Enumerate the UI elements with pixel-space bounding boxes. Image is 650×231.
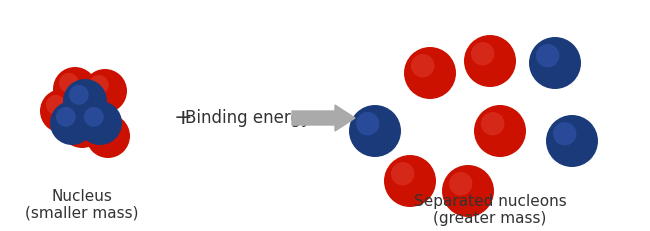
Circle shape [474,105,526,157]
Text: Separated nucleons
(greater mass): Separated nucleons (greater mass) [413,194,566,226]
Circle shape [536,44,560,67]
Circle shape [92,120,112,140]
Circle shape [449,172,473,195]
Text: +: + [174,108,192,128]
Circle shape [471,42,495,65]
Circle shape [529,37,581,89]
Circle shape [83,69,127,113]
Circle shape [349,105,401,157]
Circle shape [84,107,104,127]
Circle shape [481,112,504,135]
Circle shape [356,112,380,135]
Circle shape [40,89,84,133]
Circle shape [89,75,109,95]
Circle shape [46,95,66,115]
Circle shape [50,101,94,145]
Circle shape [86,114,130,158]
Circle shape [73,89,117,133]
Circle shape [442,165,494,217]
Circle shape [69,85,89,105]
Circle shape [384,155,436,207]
Circle shape [79,95,99,115]
Text: Binding energy: Binding energy [185,109,311,127]
Circle shape [546,115,598,167]
Circle shape [60,104,104,148]
Text: Nucleus
(smaller mass): Nucleus (smaller mass) [25,188,138,221]
Circle shape [63,79,107,123]
Circle shape [59,73,79,93]
Circle shape [464,35,516,87]
FancyArrow shape [292,105,355,131]
Circle shape [56,107,76,127]
Circle shape [553,122,577,146]
Circle shape [404,47,456,99]
Circle shape [411,54,434,77]
Circle shape [53,67,97,111]
Circle shape [391,162,415,185]
Circle shape [78,101,122,145]
Circle shape [66,110,86,130]
